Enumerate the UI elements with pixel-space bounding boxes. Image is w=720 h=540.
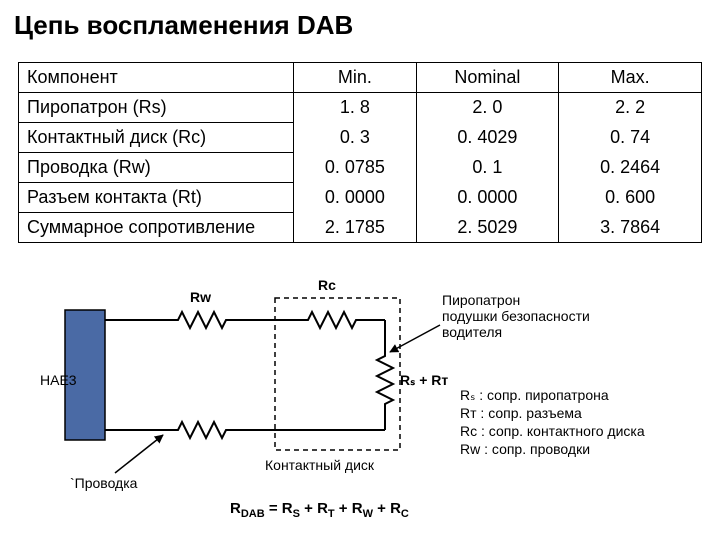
table-row: Суммарное сопротивление 2. 1785 2. 5029 … — [19, 213, 702, 243]
cell: 1. 8 — [294, 93, 416, 123]
table-row: Пиропатрон (Rs) 1. 8 2. 0 2. 2 — [19, 93, 702, 123]
legend-sym: Rᴡ — [460, 441, 481, 457]
legend-text: сопр. разъема — [488, 405, 582, 421]
legend: Rₛ : сопр. пиропатрона Rᴛ : сопр. разъем… — [460, 387, 645, 457]
cell: 0. 0785 — [294, 153, 416, 183]
svg-text:Rᴡ : сопр. проводки: Rᴡ : сопр. проводки — [460, 441, 590, 457]
legend-text: сопр. проводки — [492, 441, 590, 457]
resistance-table: Компонент Min. Nominal Max. Пиропатрон (… — [18, 62, 702, 243]
resistor-rs-rt — [377, 350, 393, 410]
cell: Суммарное сопротивление — [19, 213, 294, 243]
cell: 0. 74 — [559, 123, 702, 153]
wiring-arrow — [115, 435, 163, 473]
cell: 2. 2 — [559, 93, 702, 123]
cell: 0. 2464 — [559, 153, 702, 183]
cell: Проводка (Rw) — [19, 153, 294, 183]
legend-text: сопр. контактного диска — [489, 423, 645, 439]
cell: 0. 0000 — [416, 183, 559, 213]
svg-text:Rᴛ : сопр. разъема: Rᴛ : сопр. разъема — [460, 405, 582, 421]
cell: 3. 7864 — [559, 213, 702, 243]
cell: Контактный диск (Rc) — [19, 123, 294, 153]
cell: 2. 1785 — [294, 213, 416, 243]
cell: 0. 1 — [416, 153, 559, 183]
table-row: Разъем контакта (Rt) 0. 0000 0. 0000 0. … — [19, 183, 702, 213]
cell: 2. 5029 — [416, 213, 559, 243]
squib-arrow — [390, 325, 440, 352]
cell: 2. 0 — [416, 93, 559, 123]
cell: Разъем контакта (Rt) — [19, 183, 294, 213]
cell: 0. 3 — [294, 123, 416, 153]
cell: 0. 0000 — [294, 183, 416, 213]
label-rc: Rᴄ — [318, 277, 336, 293]
table-row: Проводка (Rw) 0. 0785 0. 1 0. 2464 — [19, 153, 702, 183]
legend-sym: Rᴄ — [460, 423, 477, 439]
cell: 0. 4029 — [416, 123, 559, 153]
label-rs-rt: Rₛ + Rᴛ — [400, 372, 448, 388]
squib-label: Пиропатрон подушки безопасности водителя — [442, 292, 594, 340]
circuit-diagram: HAE3 Rᴡ Rᴄ Rₛ + Rᴛ Контактный диск `Пров… — [40, 250, 680, 530]
col-header-max: Max. — [559, 63, 702, 93]
module-label: HAE3 — [40, 372, 77, 388]
resistor-rw-bottom — [170, 422, 234, 438]
label-rw: Rᴡ — [190, 289, 211, 305]
svg-text:Rᴄ : сопр. контактного диска: Rᴄ : сопр. контактного диска — [460, 423, 645, 439]
cell: 0. 600 — [559, 183, 702, 213]
col-header-nominal: Nominal — [416, 63, 559, 93]
col-header-component: Компонент — [19, 63, 294, 93]
table-row: Контактный диск (Rc) 0. 3 0. 4029 0. 74 — [19, 123, 702, 153]
legend-sym: Rᴛ — [460, 405, 477, 421]
legend-sym: Rₛ — [460, 387, 475, 403]
resistor-rw-top — [170, 312, 234, 328]
wiring-label: `Проводка — [70, 475, 138, 491]
table-body: Пиропатрон (Rs) 1. 8 2. 0 2. 2 Контактны… — [19, 93, 702, 243]
table-header-row: Компонент Min. Nominal Max. — [19, 63, 702, 93]
page-title: Цепь воспламенения DAB — [14, 10, 353, 41]
contact-disk-label: Контактный диск — [265, 457, 375, 473]
formula: RDAB = RS + RT + RW + RC — [230, 500, 409, 520]
resistor-rc — [300, 312, 364, 328]
svg-text:Rₛ : сопр. пиропатрона: Rₛ : сопр. пиропатрона — [460, 387, 609, 403]
cell: Пиропатрон (Rs) — [19, 93, 294, 123]
legend-text: сопр. пиропатрона — [487, 387, 609, 403]
col-header-min: Min. — [294, 63, 416, 93]
